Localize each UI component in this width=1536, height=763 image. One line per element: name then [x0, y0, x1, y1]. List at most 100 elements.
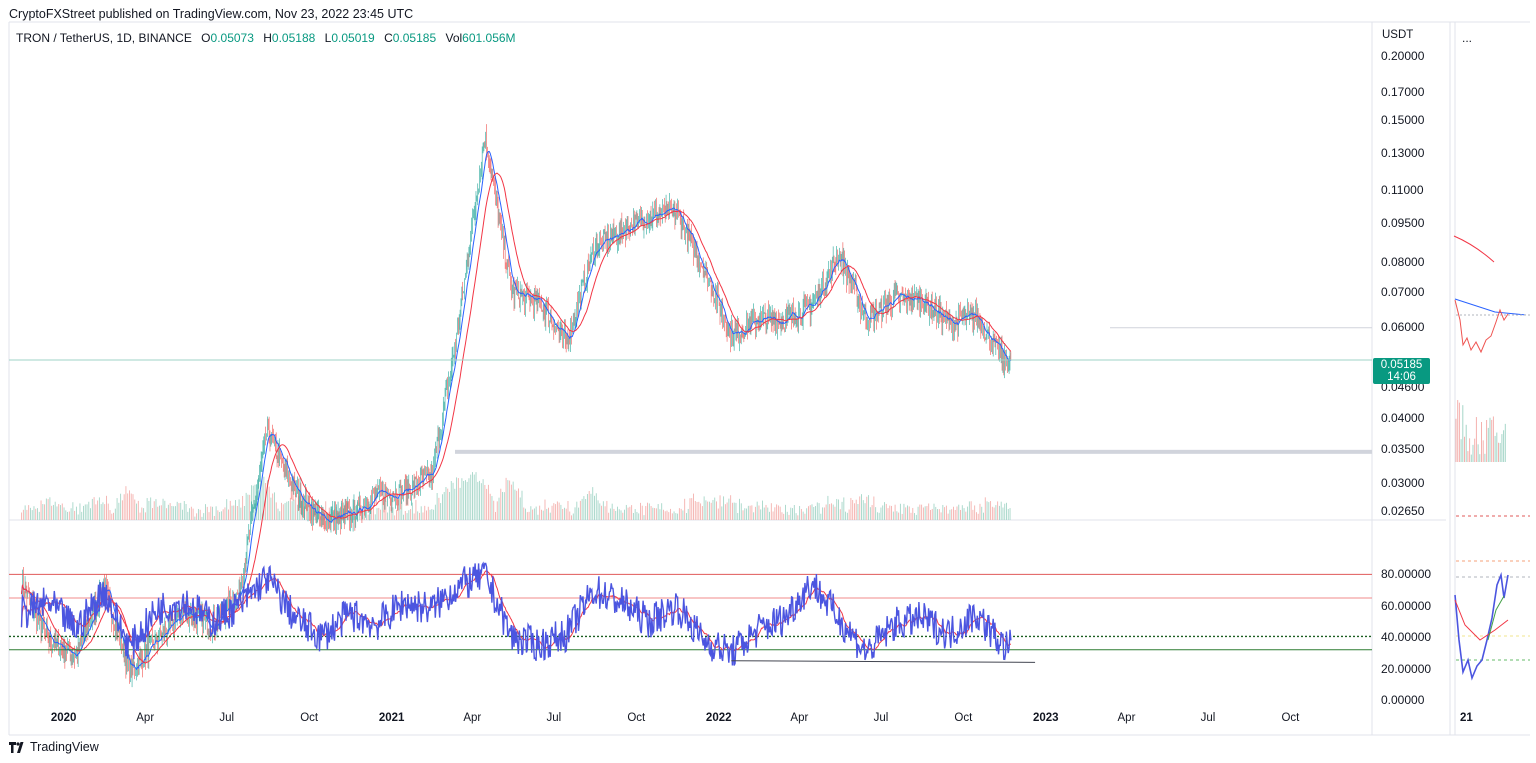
volume-bar [576, 501, 578, 520]
time-tick: Jul [873, 712, 889, 724]
volume-bar [912, 507, 914, 520]
volume-bar [691, 498, 693, 520]
volume-bar [394, 515, 396, 520]
volume-bar [242, 495, 244, 520]
volume-bar [997, 501, 999, 520]
volume-bar [206, 506, 208, 520]
volume-bar [40, 500, 42, 520]
volume-bar [795, 513, 797, 520]
volume-bar [604, 506, 606, 520]
volume-bar [47, 499, 49, 520]
volume-bar [892, 511, 894, 520]
volume-bar [979, 503, 981, 520]
volume-bar [148, 500, 150, 520]
volume-bar [698, 501, 700, 520]
volume-bar [252, 485, 254, 520]
volume-bars [21, 472, 1011, 520]
volume-bar [392, 507, 394, 520]
volume-bar [537, 514, 539, 520]
volume-bar [588, 491, 590, 520]
volume-bar [397, 504, 399, 520]
volume-bar [792, 508, 793, 520]
volume-bar [316, 501, 318, 520]
volume-bar [915, 514, 917, 520]
volume-bar [666, 510, 668, 520]
volume-bar [954, 509, 956, 520]
volume-bar [56, 506, 58, 520]
volume-bar [853, 503, 855, 520]
volume-bar [510, 484, 512, 520]
volume-bar [859, 496, 861, 520]
volume-bar [459, 487, 461, 520]
volume-bar [816, 502, 818, 520]
time-tick: Oct [300, 712, 319, 724]
side-rsi-line [1454, 571, 1509, 681]
volume-bar [868, 495, 870, 520]
volume-bar [754, 506, 756, 520]
volume-bar [427, 506, 429, 520]
current-price-value: 0.05185 [1380, 359, 1423, 371]
volume-bar [410, 509, 412, 520]
volume-bar [293, 499, 295, 520]
volume-bar [424, 505, 426, 520]
volume-bar [487, 484, 489, 520]
volume-bar [503, 492, 505, 520]
volume-bar [243, 505, 245, 520]
volume-bar [279, 511, 281, 520]
volume-bar [180, 502, 182, 520]
volume-bar [63, 507, 65, 520]
price-tick: 0.03000 [1381, 476, 1425, 491]
volume-bar [121, 500, 123, 520]
volume-bar [107, 503, 109, 520]
volume-bar [965, 511, 967, 520]
volume-bar [783, 513, 785, 520]
volume-bar [532, 509, 534, 520]
volume-bar [489, 493, 491, 520]
volume-bar [988, 502, 990, 520]
volume-bar [381, 499, 383, 520]
volume-bar [325, 501, 327, 520]
volume-bar [456, 477, 458, 520]
volume-bar [797, 515, 799, 520]
volume-bar [203, 513, 205, 520]
volume-bar [477, 481, 479, 520]
volume-bar [737, 513, 739, 520]
time-tick: Apr [1117, 712, 1136, 724]
volume-bar [1000, 501, 1002, 520]
tradingview-brand[interactable]: TradingView [9, 740, 99, 754]
close-value: 0.05185 [392, 31, 437, 45]
volume-bar [815, 506, 816, 520]
volume-bar [144, 512, 146, 520]
volume-bar [65, 510, 67, 520]
volume-bar [694, 500, 696, 520]
volume-bar [869, 507, 871, 520]
volume-bar [261, 478, 263, 520]
volume-bar [403, 514, 404, 520]
volume-bar [601, 505, 603, 520]
volume-bar [544, 499, 546, 520]
volume-bar [634, 509, 636, 520]
volume-bar [921, 504, 923, 520]
volume-bar [406, 513, 408, 520]
volume-bar [546, 508, 548, 520]
side-panel-menu[interactable]: ... [1462, 31, 1473, 45]
volume-bar [502, 491, 504, 520]
volume-bar [29, 507, 31, 520]
volume-bar [845, 511, 847, 520]
volume-bar [790, 507, 792, 520]
volume-bar [254, 484, 256, 520]
volume-bar [235, 500, 236, 520]
volume-bar [556, 501, 558, 520]
volume-bar [970, 501, 972, 520]
volume-bar [67, 511, 69, 520]
price-axis-unit: USDT [1382, 29, 1414, 41]
rsi-tick: 0.00000 [1381, 693, 1425, 707]
volume-bar [22, 509, 24, 520]
volume-bar [802, 511, 804, 520]
volume-bar [648, 503, 650, 520]
volume-bar [539, 505, 541, 520]
volume-bar [519, 497, 521, 520]
volume-bar [61, 503, 63, 520]
volume-bar [249, 494, 251, 520]
